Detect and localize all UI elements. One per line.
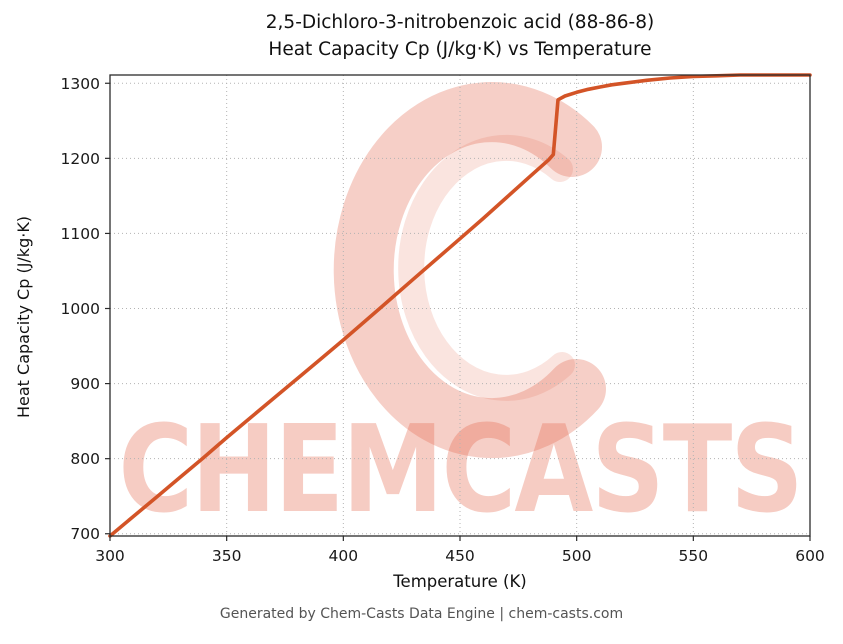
watermark-logo-c-icon (333, 82, 606, 459)
chart-title-line2: Heat Capacity Cp (J/kg·K) vs Temperature (268, 38, 652, 60)
x-axis-label: Temperature (K) (393, 572, 527, 591)
y-tick-label: 1100 (61, 225, 100, 243)
chart-title-line1: 2,5-Dichloro-3-nitrobenzoic acid (88-86-… (265, 12, 655, 33)
chart-title: 2,5-Dichloro-3-nitrobenzoic acid (88-86-… (110, 10, 810, 64)
y-axis-label: Heat Capacity Cp (J/kg·K) (14, 215, 33, 418)
watermark-layer: CHEMCASTS (110, 75, 810, 536)
y-tick-label: 1300 (61, 75, 100, 93)
y-tick-label: 1200 (61, 150, 100, 168)
footer-credit: Generated by Chem-Casts Data Engine | ch… (219, 606, 624, 622)
y-tick-label: 1000 (61, 300, 100, 318)
x-tick-label: 600 (795, 547, 825, 565)
y-tick-label: 900 (70, 375, 100, 393)
x-tick-label: 350 (212, 547, 242, 565)
x-tick-label: 300 (95, 547, 125, 565)
series-line-Cp (108, 73, 812, 538)
x-tick-label: 400 (329, 547, 359, 565)
watermark-text: CHEMCASTS (118, 399, 803, 536)
y-tick-label: 800 (70, 450, 100, 468)
y-tick-label: 700 (70, 525, 100, 543)
x-tick-label: 500 (562, 547, 592, 565)
plot-border (109, 74, 811, 537)
x-tick-label: 450 (445, 547, 475, 565)
x-tick-label: 550 (679, 547, 709, 565)
